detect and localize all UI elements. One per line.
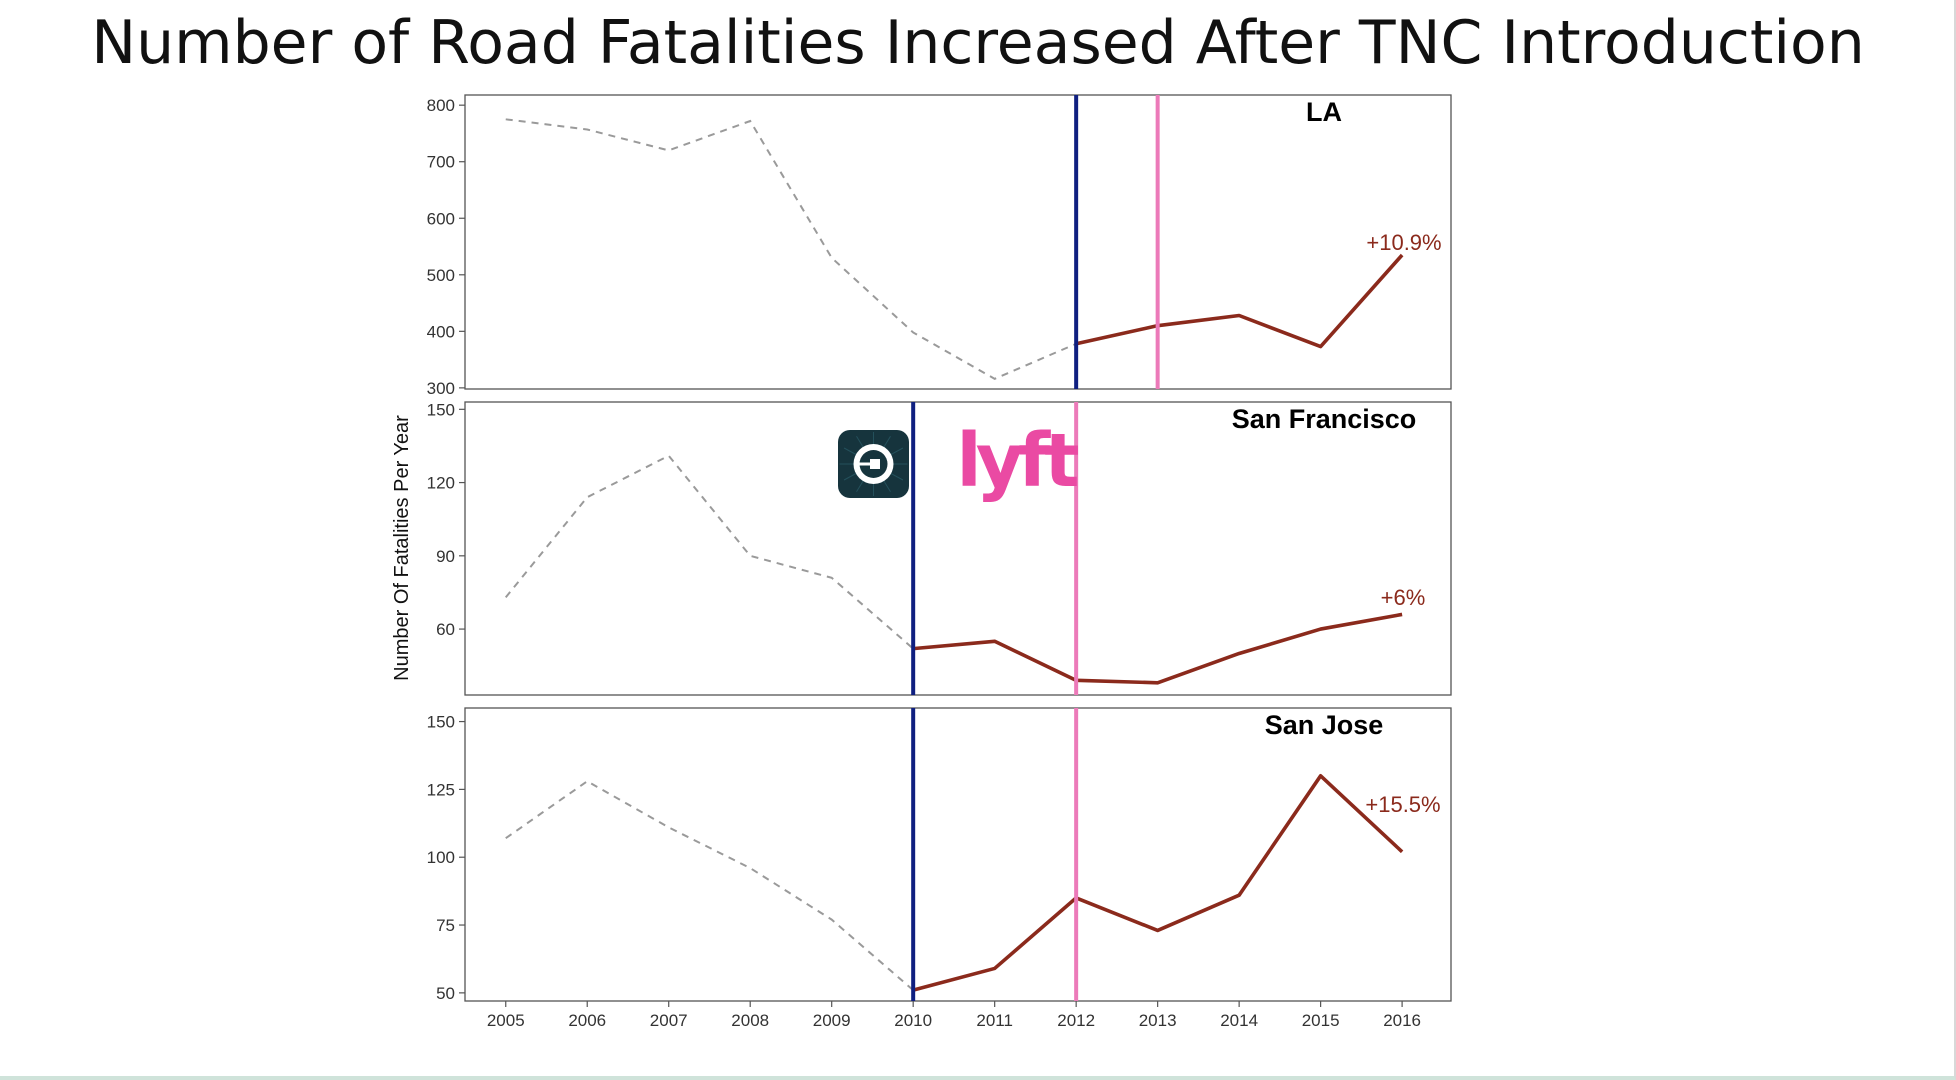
data-point-2015 [1319,774,1322,777]
data-point-2009 [830,576,833,579]
y-tick-label: 60 [436,620,455,639]
data-point-2006 [586,496,589,499]
data-point-2007 [667,454,670,457]
y-tick-label: 125 [427,780,455,799]
page-title: Number of Road Fatalities Increased Afte… [91,8,1865,78]
data-point-2016 [1401,613,1404,616]
data-point-2005 [504,596,507,599]
data-point-2011 [993,967,996,970]
change-label: +10.9% [1366,230,1441,255]
data-point-2014 [1238,894,1241,897]
x-tick-label: 2008 [731,1011,769,1030]
y-tick-label: 400 [427,322,455,341]
panel-title: LA [1306,97,1342,127]
x-tick-label: 2011 [976,1011,1013,1030]
change-label: +6% [1381,585,1426,610]
panel-title: San Francisco [1232,404,1417,434]
data-point-2005 [504,118,507,121]
panel-frame [464,94,1452,390]
data-point-2007 [667,149,670,152]
y-tick-label: 100 [427,848,455,867]
panel-0: 300 400 500 600 700 800 LA +10.9% [427,94,1452,398]
data-point-2008 [749,554,752,557]
data-point-2007 [667,826,670,829]
panel-frame [464,707,1452,1002]
series-pre-tnc-line [504,454,914,650]
panel-2: 50 75 100 125 150 San Jose +15.5% 2005 2006 2007 2… [427,707,1452,1030]
y-tick-label: 150 [427,400,455,419]
lyft-logo: lyft [956,418,1084,504]
y-tick-label: 600 [427,209,455,228]
x-tick-label: 2009 [813,1011,851,1030]
data-point-2009 [830,256,833,259]
series-pre-tnc-line [505,118,1077,380]
x-tick-label: 2012 [1057,1011,1095,1030]
y-axis-label: Number Of Fatalities Per Year [391,415,413,681]
y-tick-label: 150 [427,713,455,732]
data-point-2016 [1401,850,1404,853]
series-post-tnc-line [912,774,1404,992]
series-post-tnc-line [913,612,1403,685]
change-label: +15.5% [1365,792,1440,817]
uber-logo-bar [855,462,871,466]
x-tick-label: 2007 [650,1011,688,1030]
y-tick-label: 800 [427,96,455,115]
y-tick-label: 300 [427,379,455,398]
series-post-tnc-line [1075,253,1404,349]
data-point-2015 [1319,628,1322,631]
x-tick-label: 2014 [1220,1011,1258,1030]
lyft-logo-text: lyft [956,418,1078,504]
x-tick-label: 2010 [894,1011,932,1030]
data-point-2005 [504,837,507,840]
data-point-2011 [993,640,996,643]
data-point-2015 [1319,345,1322,348]
data-point-2010 [912,331,915,334]
y-tick-label: 50 [436,984,455,1003]
y-tick-label: 75 [436,916,455,935]
panel-1: 60 90 120 150 San Francisco +6% [427,400,1452,696]
y-tick-label: 500 [427,266,455,285]
x-tick-label: 2006 [568,1011,606,1030]
uber-logo-square [870,459,880,469]
x-tick-label: 2015 [1302,1011,1340,1030]
data-point-2008 [749,867,752,870]
x-tick-label: 2016 [1383,1011,1421,1030]
data-point-2006 [586,780,589,783]
x-tick-label: 2013 [1139,1011,1177,1030]
y-tick-label: 120 [427,474,455,493]
data-point-2014 [1238,314,1241,317]
data-point-2013 [1156,681,1159,684]
uber-logo [838,430,909,498]
x-tick-label: 2005 [487,1011,525,1030]
data-point-2013 [1156,929,1159,932]
data-point-2009 [830,918,833,921]
series-pre-tnc-line [505,780,914,991]
y-tick-label: 90 [436,547,455,566]
data-point-2011 [993,377,996,380]
data-point-2006 [586,128,589,131]
panel-frame [464,401,1452,696]
data-point-2014 [1238,652,1241,655]
panel-title: San Jose [1265,710,1384,740]
data-point-2008 [749,120,752,123]
y-tick-label: 700 [427,153,455,172]
